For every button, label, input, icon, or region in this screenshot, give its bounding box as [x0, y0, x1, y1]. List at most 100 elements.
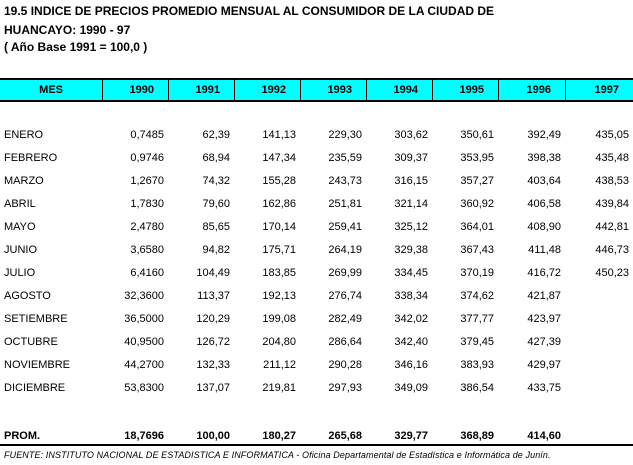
value-cell: 286,64 [328, 336, 362, 348]
value-cell: 325,12 [394, 221, 428, 233]
value-cell: 259,41 [328, 221, 362, 233]
table-row: DICIEMBRE 53,8300 137,07 219,81 297,93 349,09… [0, 380, 633, 396]
value-cell: 364,01 [460, 221, 494, 233]
value-cell: 276,74 [328, 290, 362, 302]
table-row: ENERO 0,7485 62,39 141,13 229,30 303,62 350,61… [0, 127, 633, 143]
value-cell: 290,28 [328, 359, 362, 371]
value-cell: 282,49 [328, 313, 362, 325]
header-year: 1991 [195, 84, 220, 96]
value-cell: 435,48 [595, 152, 629, 164]
value-cell: 342,40 [394, 336, 428, 348]
value-cell: 446,73 [595, 244, 629, 256]
month-label: MAYO [4, 221, 36, 233]
value-cell: 416,72 [527, 267, 561, 279]
value-cell: 68,94 [202, 152, 230, 164]
value-cell: 199,08 [262, 313, 296, 325]
value-cell: 377,77 [460, 313, 494, 325]
header-year: 1997 [594, 84, 619, 96]
value-cell: 398,38 [527, 152, 561, 164]
month-label: FEBRERO [4, 152, 58, 164]
value-cell: 132,33 [196, 359, 230, 371]
base-year-note: ( Año Base 1991 = 100,0 ) [4, 40, 148, 54]
value-cell: 53,8300 [124, 382, 164, 394]
table-row: ABRIL 1,7830 79,60 162,86 251,81 321,14 360,92… [0, 196, 633, 212]
header-year: 1993 [327, 84, 352, 96]
value-cell: 433,75 [527, 382, 561, 394]
value-cell: 162,86 [262, 198, 296, 210]
value-cell: 211,12 [263, 359, 296, 371]
value-cell: 94,82 [202, 244, 230, 256]
value-cell: 349,09 [394, 382, 428, 394]
value-cell: 0,9746 [130, 152, 164, 164]
month-label: NOVIEMBRE [4, 359, 71, 371]
value-cell: 243,73 [328, 175, 362, 187]
value-cell: 334,45 [394, 267, 428, 279]
source-note: FUENTE: INSTITUTO NACIONAL DE ESTADISTIC… [4, 450, 551, 460]
header-divider [168, 78, 169, 102]
header-divider [102, 78, 103, 102]
value-cell: 316,15 [394, 175, 428, 187]
value-cell: 360,92 [460, 198, 494, 210]
value-cell: 170,14 [262, 221, 296, 233]
header-divider [432, 78, 433, 102]
value-cell: 6,4160 [130, 267, 164, 279]
value-cell: 329,38 [394, 244, 428, 256]
header-year: 1992 [261, 84, 286, 96]
value-cell: 383,93 [460, 359, 494, 371]
value-cell: 180,27 [262, 430, 296, 442]
value-cell: 442,81 [595, 221, 629, 233]
value-cell: 219,81 [262, 382, 296, 394]
value-cell: 251,81 [328, 198, 362, 210]
header-year: 1990 [129, 84, 154, 96]
value-cell: 350,61 [460, 129, 494, 141]
month-label: OCTUBRE [4, 336, 58, 348]
value-cell: 353,95 [460, 152, 494, 164]
value-cell: 155,28 [262, 175, 296, 187]
value-cell: 392,49 [527, 129, 561, 141]
value-cell: 62,39 [202, 129, 230, 141]
value-cell: 338,34 [394, 290, 428, 302]
value-cell: 423,97 [527, 313, 561, 325]
month-label: MARZO [4, 175, 44, 187]
value-cell: 374,62 [460, 290, 494, 302]
value-cell: 303,62 [394, 129, 428, 141]
table-row: NOVIEMBRE 44,2700 132,33 211,12 290,28 346,16… [0, 357, 633, 373]
value-cell: 74,32 [202, 175, 230, 187]
value-cell: 435,05 [595, 129, 629, 141]
value-cell: 113,37 [197, 290, 230, 302]
header-divider [234, 78, 235, 102]
month-label: JUNIO [4, 244, 37, 256]
average-row: PROM. 18,7696 100,00 180,27 265,68 329,77 368,… [0, 428, 633, 444]
value-cell: 329,77 [394, 430, 428, 442]
table-subtitle: HUANCAYO: 1990 - 97 [4, 23, 131, 37]
table-row: SETIEMBRE 36,5000 120,29 199,08 282,49 342,02… [0, 311, 633, 327]
value-cell: 403,64 [527, 175, 561, 187]
month-label: ENERO [4, 129, 44, 141]
value-cell: 204,80 [262, 336, 296, 348]
month-label: ABRIL [4, 198, 36, 210]
header-divider [565, 78, 566, 102]
value-cell: 450,23 [595, 267, 629, 279]
value-cell: 44,2700 [124, 359, 164, 371]
table-bottom-rule [0, 444, 633, 446]
month-label: DICIEMBRE [4, 382, 66, 394]
value-cell: 386,54 [460, 382, 494, 394]
value-cell: 147,34 [262, 152, 296, 164]
table-title: 19.5 INDICE DE PRECIOS PROMEDIO MENSUAL … [4, 4, 495, 18]
value-cell: 408,90 [527, 221, 561, 233]
value-cell: 40,9500 [124, 336, 164, 348]
value-cell: 85,65 [202, 221, 230, 233]
header-year: 1994 [393, 84, 418, 96]
value-cell: 439,84 [595, 198, 629, 210]
value-cell: 229,30 [328, 129, 362, 141]
value-cell: 309,37 [394, 152, 428, 164]
value-cell: 265,68 [328, 430, 362, 442]
value-cell: 3,6580 [130, 244, 164, 256]
value-cell: 346,16 [394, 359, 428, 371]
value-cell: 429,97 [527, 359, 561, 371]
header-divider [498, 78, 499, 102]
value-cell: 367,43 [460, 244, 494, 256]
value-cell: 235,59 [328, 152, 362, 164]
value-cell: 18,7696 [124, 430, 164, 442]
value-cell: 411,48 [528, 244, 561, 256]
